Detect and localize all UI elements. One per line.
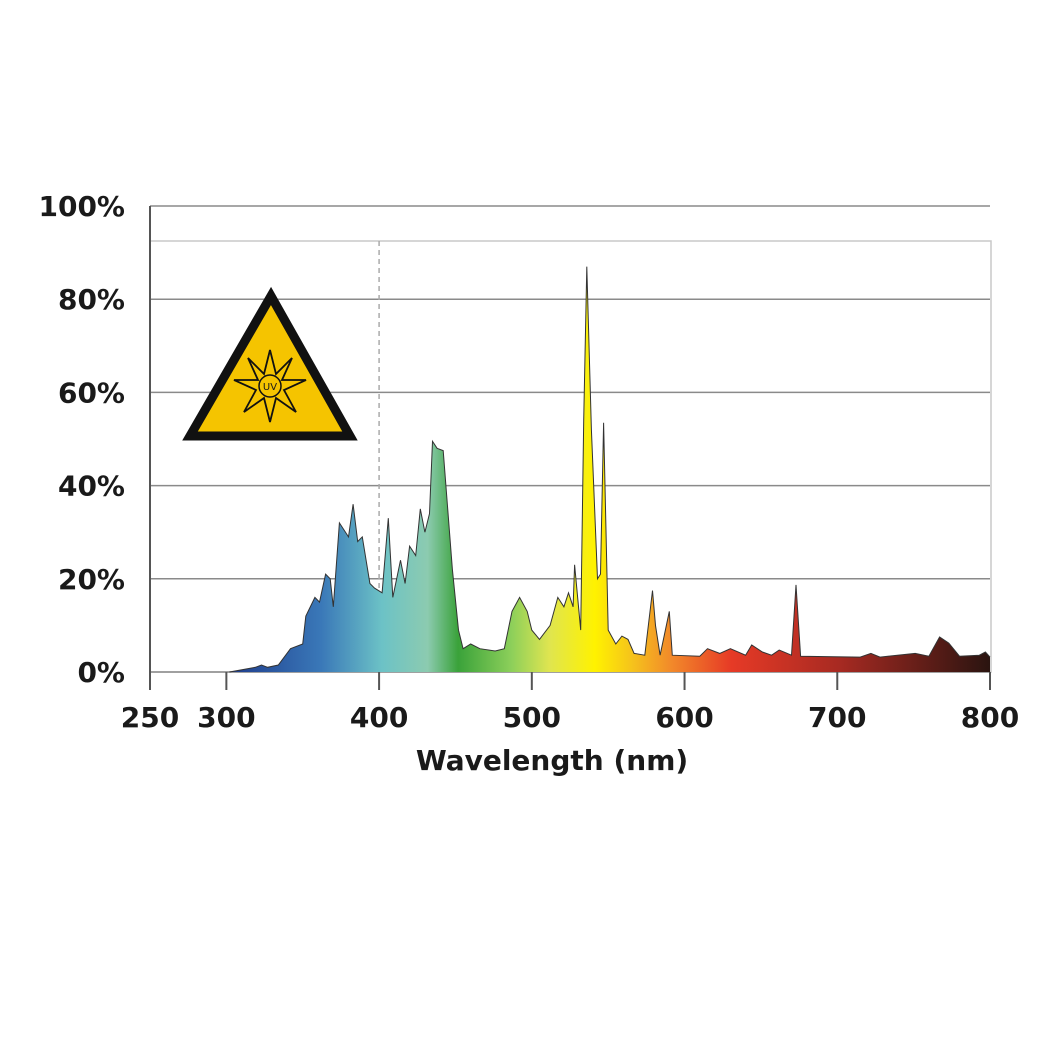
- y-tick-label: 80%: [58, 283, 125, 316]
- x-tick-label: 600: [655, 701, 713, 734]
- x-tick-label: 400: [350, 701, 408, 734]
- x-tick-label: 250: [121, 701, 179, 734]
- x-tick-label: 700: [808, 701, 866, 734]
- y-tick-label: 100%: [38, 190, 125, 223]
- y-tick-label: 20%: [58, 563, 125, 596]
- spectrum-outline: [229, 266, 991, 673]
- warning-triangle: [182, 286, 358, 441]
- x-tick-label: 300: [197, 701, 255, 734]
- y-tick-label: 0%: [77, 656, 125, 689]
- x-tick-label: 500: [503, 701, 561, 734]
- x-tick-label: 800: [961, 701, 1019, 734]
- uv-warning-icon: UV: [182, 286, 358, 441]
- y-tick-label: 40%: [58, 470, 125, 503]
- sun-center: [258, 374, 282, 398]
- spectrum-area: [229, 266, 990, 672]
- sun-icon: [233, 349, 307, 423]
- x-axis-label: Wavelength (nm): [416, 744, 688, 777]
- y-tick-label: 60%: [58, 376, 125, 409]
- icon-label: UV: [263, 382, 277, 393]
